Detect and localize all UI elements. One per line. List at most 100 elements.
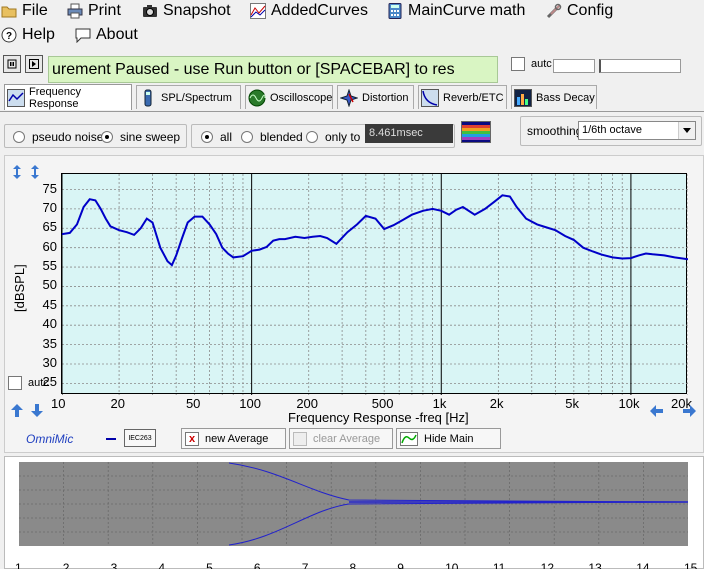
pause-icon [7, 59, 17, 69]
spectrogram-icon [462, 122, 490, 142]
frequency-response-icon [7, 88, 25, 107]
tab-frequency-response[interactable]: Frequency Response [4, 84, 132, 110]
chevron-down-icon [678, 122, 695, 139]
x-tick-label: 10k [618, 396, 640, 411]
time-value-display[interactable]: 8.461msec [365, 124, 453, 143]
status-message: urement Paused - use Run button or [SPAC… [48, 56, 498, 83]
tab-spl-spectrum[interactable]: SPL/Spectrum [136, 85, 241, 109]
help-icon: ? [1, 27, 17, 43]
tab-bass-decay-label: Bass Decay [536, 91, 595, 104]
clear-average-button[interactable]: clear Average [289, 428, 393, 449]
menu-help[interactable]: ? Help [1, 24, 55, 46]
menu-config[interactable]: Config [546, 0, 613, 22]
hide-main-button[interactable]: Hide Main [396, 428, 501, 449]
y-tick-label: 25 [42, 374, 57, 390]
zoom-arrows-top[interactable] [10, 164, 42, 180]
close-x-icon: x [185, 431, 199, 446]
frequency-response-plot[interactable] [61, 173, 689, 395]
pause-button[interactable] [3, 55, 21, 73]
window-group [191, 124, 455, 148]
tab-bar: Frequency Response SPL/Spectrum Oscillos… [0, 84, 704, 111]
curves-icon [250, 3, 266, 19]
x-axis-label: Frequency Response -freq [Hz] [288, 410, 469, 425]
run-button[interactable] [25, 55, 43, 73]
menu-main-curve-math[interactable]: MainCurve math [387, 0, 525, 22]
curve-preview-icon [400, 431, 418, 446]
menu-snapshot-label: Snapshot [163, 2, 231, 19]
frequency-response-chart [61, 174, 689, 395]
folder-icon [1, 3, 17, 19]
menu-added-curves[interactable]: AddedCurves [250, 0, 368, 22]
lower-tick-label: 2 [62, 561, 70, 569]
x-tick-label: 200 [296, 396, 319, 411]
y-tick-label: 70 [42, 199, 57, 215]
x-tick-label: 10 [51, 396, 66, 411]
tab-divider [0, 111, 704, 112]
y-tick-label: 75 [42, 180, 57, 196]
mic-label: IEC263 [128, 434, 152, 442]
menu-about[interactable]: About [75, 24, 138, 46]
only-to-label: only to [325, 130, 361, 144]
y-tick-label: 60 [42, 238, 57, 254]
stimulus-group [4, 124, 187, 148]
blended-radio[interactable] [241, 131, 253, 143]
lower-tick-label: 4 [158, 561, 166, 569]
arrow-down-icon [31, 404, 43, 417]
auto-checkbox-plot[interactable] [8, 376, 22, 390]
spectrogram-button[interactable] [461, 121, 491, 143]
lower-tick-label: 1 [15, 561, 22, 569]
only-to-radio[interactable] [306, 131, 318, 143]
y-tick-label: 45 [42, 296, 57, 312]
calculator-icon [387, 3, 403, 19]
lower-tick-label: 3 [110, 561, 118, 569]
y-tick-label: 40 [42, 316, 57, 332]
arrow-up-icon [11, 404, 23, 417]
tab-reverb-etc[interactable]: Reverb/ETC [418, 85, 507, 109]
window-lower-curve [228, 501, 689, 546]
distortion-icon [339, 87, 359, 108]
top-input-1[interactable] [553, 59, 595, 73]
menu-main-curve-math-label: MainCurve math [408, 2, 526, 19]
tools-icon [546, 3, 562, 19]
smoothing-group [520, 116, 702, 146]
new-average-button[interactable]: x new Average [181, 428, 286, 449]
smoothing-select[interactable]: 1/6th octave [578, 121, 696, 140]
pseudo-noise-radio[interactable] [13, 131, 25, 143]
lower-tick-label: 14 [636, 561, 650, 569]
clear-average-label: clear Average [313, 432, 381, 445]
menu-file[interactable]: File [1, 0, 48, 22]
y-scroll-arrows[interactable] [10, 404, 44, 418]
speech-bubble-icon [75, 27, 91, 44]
y-tick-label: 55 [42, 258, 57, 274]
lower-tick-label: 10 [445, 561, 459, 569]
tab-bass-decay[interactable]: Bass Decay [511, 85, 597, 109]
lower-tick-label: 8 [349, 561, 357, 569]
arrow-right-icon [683, 405, 696, 417]
tab-reverb-etc-label: Reverb/ETC [443, 91, 504, 104]
svg-text:?: ? [6, 31, 12, 42]
mic-calibration-button[interactable]: IEC263 [124, 429, 156, 447]
menu-snapshot[interactable]: Snapshot [142, 0, 231, 22]
sine-sweep-radio[interactable] [101, 131, 113, 143]
tab-oscilloscope[interactable]: Oscilloscope [245, 85, 333, 109]
x-tick-label: 20k [671, 396, 692, 411]
all-radio[interactable] [201, 131, 213, 143]
smoothing-window-chart [19, 462, 689, 546]
auto-checkbox-top[interactable] [511, 57, 525, 71]
smoothing-label: smoothing [527, 124, 583, 138]
auto-label-top: autc [531, 58, 552, 70]
x-tick-label: 20 [110, 396, 125, 411]
lower-tick-label: 9 [397, 561, 404, 569]
sine-sweep-label: sine sweep [120, 130, 181, 144]
menu-print-label: Print [88, 2, 121, 19]
printer-icon [67, 3, 83, 19]
menu-print[interactable]: Print [67, 0, 121, 22]
blended-label: blended [260, 130, 303, 144]
x-tick-label: 5k [565, 396, 579, 411]
lower-tick-label: 5 [206, 561, 213, 569]
top-input-2[interactable] [599, 59, 681, 73]
lower-tick-label: 6 [253, 561, 261, 569]
tab-distortion[interactable]: Distortion [337, 85, 414, 109]
x-scroll-arrows[interactable] [650, 405, 696, 417]
x-tick-label: 1k [432, 396, 447, 411]
